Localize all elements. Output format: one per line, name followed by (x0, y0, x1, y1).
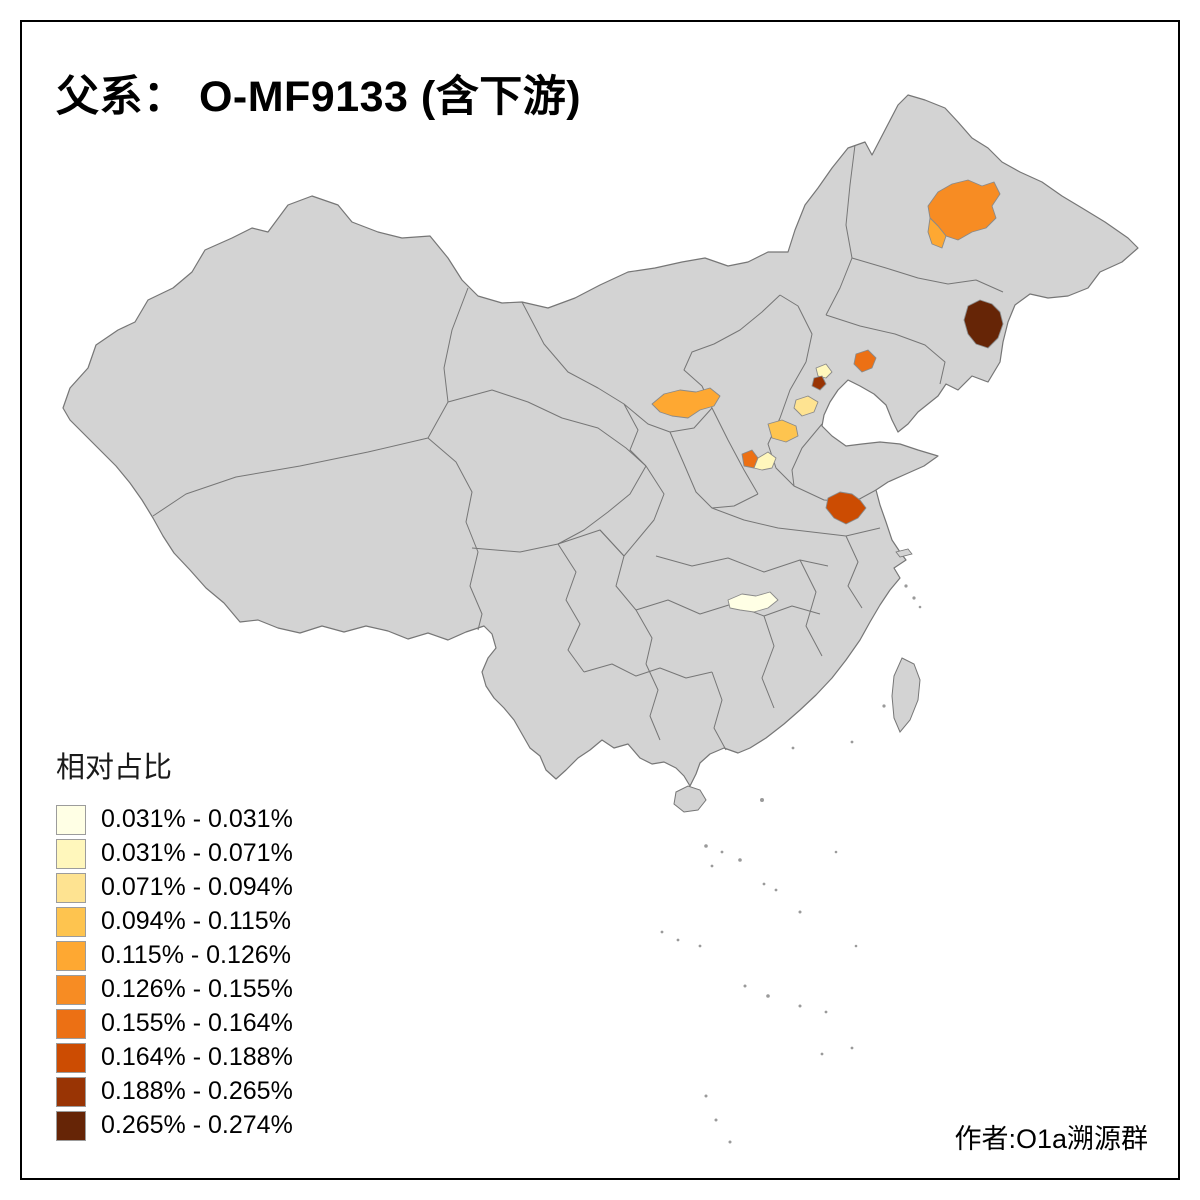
south-china-sea-islets (660, 584, 922, 1144)
highlighted-regions (651, 179, 1004, 613)
legend: 相对占比 0.031% - 0.031% 0.031% - 0.071% 0.0… (56, 744, 293, 1144)
hainan-island (673, 785, 707, 813)
legend-item: 0.031% - 0.071% (56, 838, 293, 869)
highlight-region-3 (963, 299, 1004, 349)
legend-swatch (56, 1042, 86, 1073)
legend-item: 0.115% - 0.126% (56, 940, 293, 971)
highlight-region-6 (811, 375, 827, 391)
legend-label: 0.115% - 0.126% (101, 941, 291, 969)
legend-label: 0.188% - 0.265% (101, 1077, 293, 1105)
legend-item: 0.094% - 0.115% (56, 906, 293, 937)
highlight-region-13 (727, 591, 779, 613)
province-borders (152, 144, 1004, 751)
legend-swatch (56, 838, 86, 869)
legend-item: 0.188% - 0.265% (56, 1076, 293, 1107)
legend-swatch (56, 804, 86, 835)
legend-label: 0.265% - 0.274% (101, 1111, 293, 1139)
legend-label: 0.071% - 0.094% (101, 873, 293, 901)
legend-swatch (56, 906, 86, 937)
figure-title: 父系： O-MF9133 (含下游) (56, 73, 582, 121)
legend-label: 0.155% - 0.164% (101, 1009, 293, 1037)
legend-swatch (56, 1076, 86, 1107)
legend-label: 0.164% - 0.188% (101, 1043, 293, 1071)
attribution: 作者:O1a溯源群 (954, 1124, 1148, 1154)
legend-item: 0.126% - 0.155% (56, 974, 293, 1005)
chongming-island (895, 548, 913, 558)
legend-item: 0.155% - 0.164% (56, 1008, 293, 1039)
legend-label: 0.031% - 0.071% (101, 839, 293, 867)
highlight-region-5 (815, 363, 833, 379)
highlight-region-7 (793, 395, 819, 417)
highlight-region-8 (651, 387, 721, 419)
highlight-region-9 (767, 419, 799, 443)
legend-swatch (56, 940, 86, 971)
legend-title: 相对占比 (56, 752, 173, 784)
legend-item: 0.071% - 0.094% (56, 872, 293, 903)
china-mainland (62, 94, 1139, 787)
highlight-region-11 (753, 451, 777, 471)
highlight-region-4 (853, 349, 877, 373)
legend-item: 0.265% - 0.274% (56, 1110, 293, 1141)
legend-item: 0.031% - 0.031% (56, 804, 293, 835)
legend-swatch (56, 1110, 86, 1141)
taiwan-island (891, 657, 921, 733)
legend-item: 0.164% - 0.188% (56, 1042, 293, 1073)
legend-label: 0.031% - 0.031% (101, 805, 293, 833)
legend-swatch (56, 872, 86, 903)
legend-label: 0.094% - 0.115% (101, 907, 291, 935)
legend-label: 0.126% - 0.155% (101, 975, 293, 1003)
legend-swatch (56, 1008, 86, 1039)
legend-swatch (56, 974, 86, 1005)
highlight-region-2 (927, 217, 947, 249)
highlight-region-12 (825, 491, 867, 525)
